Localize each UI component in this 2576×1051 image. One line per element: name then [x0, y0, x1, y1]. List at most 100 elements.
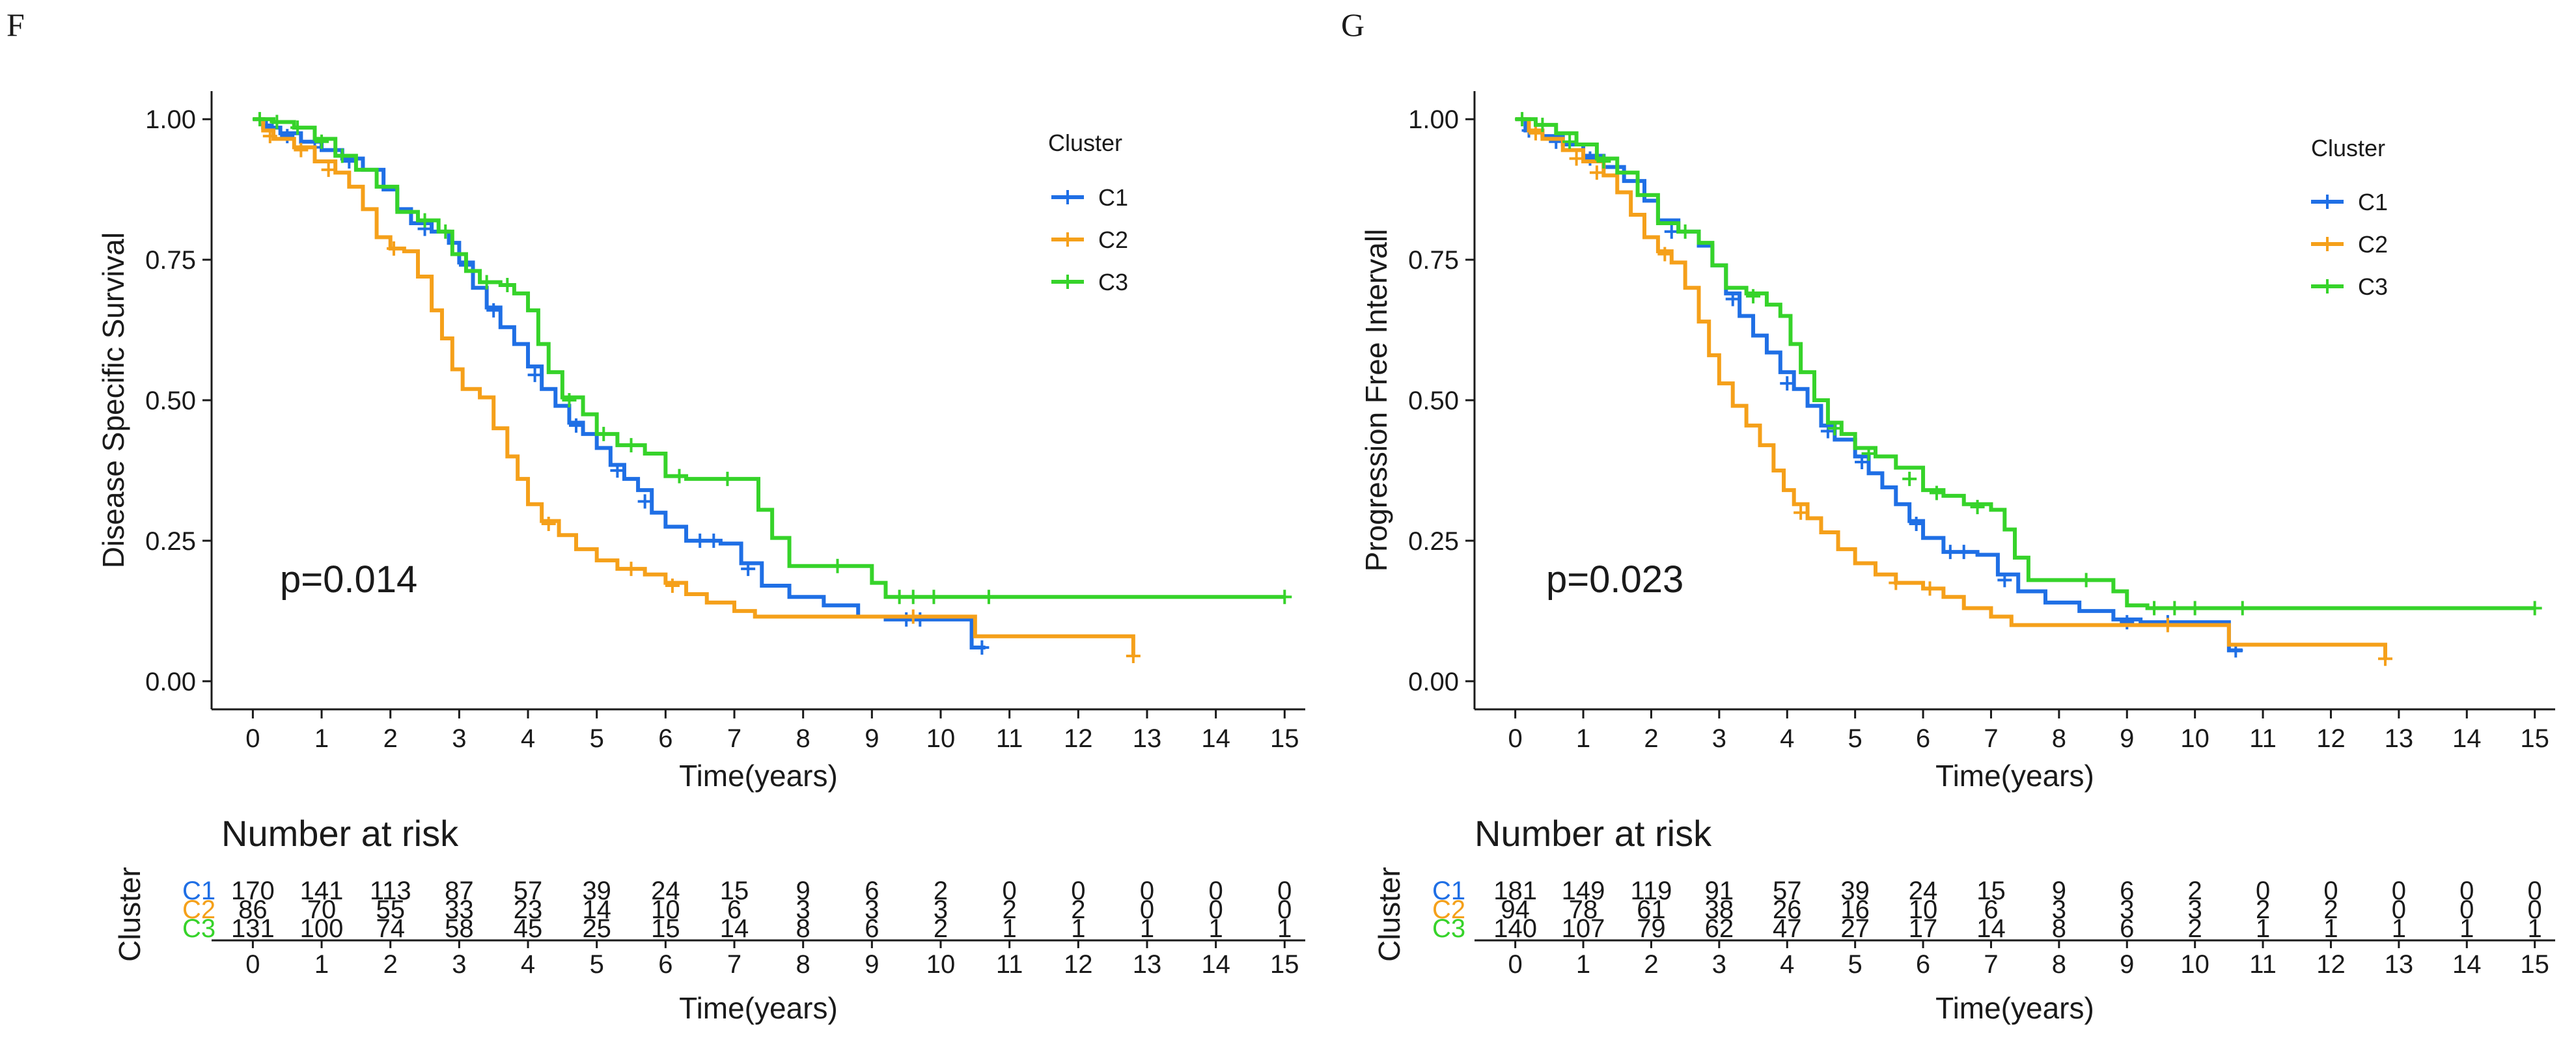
risk-count-c2: 61	[1637, 895, 1666, 924]
risk-count-c2: 6	[1984, 895, 1998, 924]
censor-mark-c3	[892, 590, 907, 605]
censor-mark-c2	[1528, 126, 1543, 141]
risk-x-tick-label: 2	[1644, 950, 1658, 979]
risk-count-c1: 0	[1277, 877, 1292, 905]
risk-row-name-c3: C3	[182, 914, 215, 943]
risk-x-tick-label: 2	[383, 950, 398, 979]
risk-count-c2: 2	[2323, 895, 2338, 924]
p-value: p=0.023	[1546, 558, 1683, 601]
risk-count-c3: 1	[2459, 914, 2474, 943]
risk-count-c2: 2	[2256, 895, 2270, 924]
legend-title: Cluster	[2311, 135, 2385, 161]
risk-count-c2: 94	[1501, 895, 1530, 924]
risk-count-c2: 3	[865, 895, 879, 924]
risk-count-c2: 0	[1140, 895, 1154, 924]
x-tick-label: 7	[1984, 724, 1998, 753]
censor-mark-c2	[906, 609, 921, 624]
x-tick-label: 5	[590, 724, 604, 753]
km-curve-c2	[1515, 117, 2387, 659]
censor-mark-c3	[562, 393, 577, 407]
x-tick-label: 12	[1064, 724, 1093, 753]
censor-mark-c2	[624, 562, 639, 577]
x-tick-label: 8	[796, 724, 810, 753]
censor-mark-c3	[1515, 112, 1530, 127]
risk-count-c2: 14	[582, 895, 611, 924]
risk-count-c3: 14	[720, 914, 749, 943]
y-tick-label: 0.00	[145, 668, 196, 696]
risk-count-c2: 55	[376, 895, 405, 924]
risk-count-c3: 131	[231, 914, 275, 943]
censor-mark-c3	[1827, 421, 1842, 436]
censor-mark-c3	[438, 224, 453, 239]
risk-table-title: Number at risk	[1475, 813, 1712, 854]
risk-x-tick-label: 9	[865, 950, 879, 979]
risk-count-c2: 3	[934, 895, 948, 924]
risk-x-tick-label: 1	[314, 950, 329, 979]
x-tick-label: 0	[245, 724, 260, 753]
risk-x-tick-label: 6	[658, 950, 672, 979]
risk-count-c2: 86	[238, 895, 268, 924]
censor-mark-c2	[1569, 151, 1584, 166]
risk-count-c2: 0	[1277, 895, 1292, 924]
censor-mark-c2	[1922, 581, 1937, 596]
risk-count-c3: 1	[1277, 914, 1292, 943]
censor-mark-c2	[1889, 575, 1904, 590]
x-tick-label: 9	[865, 724, 879, 753]
y-tick-label: 0.00	[1408, 668, 1459, 696]
risk-x-tick-label: 3	[452, 950, 466, 979]
risk-count-c1: 9	[796, 877, 810, 905]
risk-count-c2: 0	[1209, 895, 1223, 924]
risk-count-c3: 8	[2052, 914, 2066, 943]
risk-count-c2: 0	[2392, 895, 2406, 924]
x-axis-label: Time(years)	[1935, 759, 2094, 793]
risk-count-c1: 0	[1140, 877, 1154, 905]
risk-x-tick-label: 13	[1133, 950, 1162, 979]
x-tick-label: 6	[658, 724, 672, 753]
risk-count-c3: 27	[1840, 914, 1870, 943]
risk-count-c3: 58	[445, 914, 474, 943]
risk-count-c1: 170	[231, 877, 275, 905]
censor-mark-c1	[2120, 615, 2135, 630]
risk-x-tick-label: 4	[1780, 950, 1794, 979]
y-axis-label: Disease Specific Survival	[96, 232, 130, 568]
legend-label-c3: C3	[2358, 273, 2388, 300]
censor-mark-c3	[314, 134, 329, 149]
legend-marker-c3	[1060, 275, 1075, 289]
risk-count-c1: 0	[2528, 877, 2542, 905]
risk-count-c2: 10	[651, 895, 680, 924]
risk-x-tick-label: 13	[2385, 950, 2414, 979]
x-tick-label: 0	[1508, 724, 1523, 753]
x-tick-label: 5	[1848, 724, 1863, 753]
x-tick-label: 1	[314, 724, 329, 753]
legend-label-c2: C2	[2358, 231, 2388, 258]
censor-mark-c1	[741, 562, 756, 577]
x-tick-label: 3	[1712, 724, 1726, 753]
legend-label-c2: C2	[1098, 226, 1128, 253]
risk-x-axis-label: Time(years)	[1935, 991, 2094, 1025]
risk-x-tick-label: 8	[796, 950, 810, 979]
risk-count-c2: 78	[1569, 895, 1598, 924]
censor-mark-c2	[1657, 247, 1672, 262]
x-tick-label: 6	[1916, 724, 1930, 753]
risk-count-c1: 0	[2459, 877, 2474, 905]
risk-count-c3: 1	[1140, 914, 1154, 943]
risk-count-c1: 0	[1003, 877, 1017, 905]
x-tick-label: 2	[1644, 724, 1658, 753]
x-tick-label: 15	[1270, 724, 1299, 753]
censor-mark-c3	[252, 112, 267, 127]
risk-count-c2: 3	[796, 895, 810, 924]
censor-mark-c3	[1277, 590, 1292, 605]
censor-mark-c3	[830, 558, 845, 573]
risk-count-c1: 2	[2188, 877, 2202, 905]
risk-count-c1: 0	[1071, 877, 1085, 905]
censor-mark-c3	[270, 115, 284, 130]
risk-count-c2: 6	[727, 895, 741, 924]
censor-mark-c2	[1794, 505, 1808, 520]
censor-mark-c3	[2167, 601, 2182, 616]
risk-count-c3: 14	[1976, 914, 2006, 943]
censor-mark-c3	[1746, 289, 1761, 304]
risk-count-c1: 24	[1909, 877, 1938, 905]
x-tick-label: 7	[727, 724, 741, 753]
censor-mark-c1	[610, 463, 625, 478]
risk-count-c2: 26	[1773, 895, 1802, 924]
